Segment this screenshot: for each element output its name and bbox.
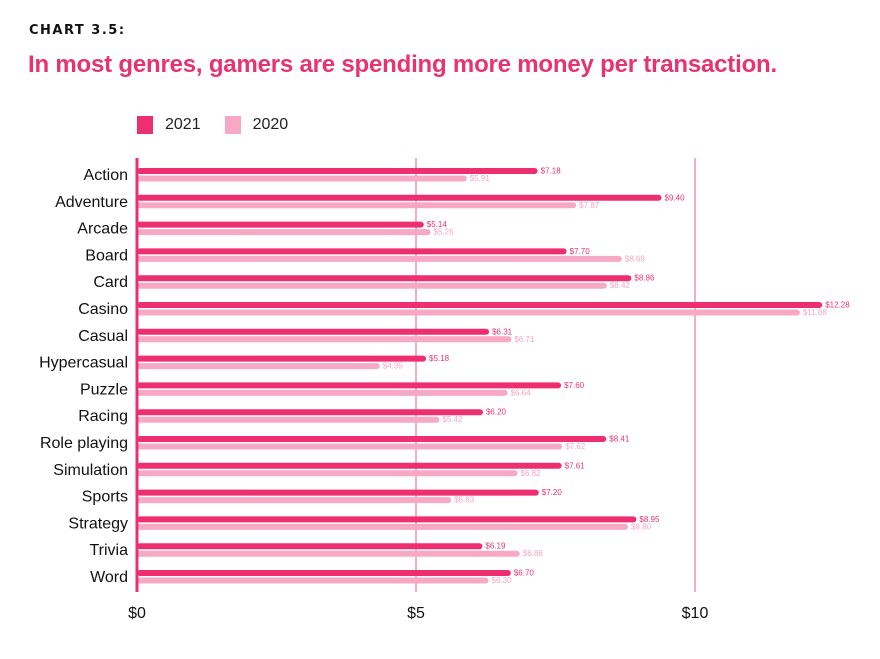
bar-2021 <box>137 516 637 523</box>
bar-2021 <box>137 543 483 550</box>
bar-2021 <box>137 328 490 335</box>
bar-2020 <box>137 202 577 209</box>
bar-2020 <box>137 497 452 504</box>
category-label: Simulation <box>53 462 128 479</box>
data-label-2021: $7.70 <box>570 247 591 256</box>
legend-item-2021: 2021 <box>137 116 201 134</box>
data-label-2020: $6.64 <box>511 388 532 397</box>
data-label-2020: $5.26 <box>434 228 455 237</box>
x-tick-label: $0 <box>128 605 146 622</box>
data-label-2021: $7.18 <box>541 167 562 176</box>
bar-2021 <box>137 302 823 308</box>
category-label: Adventure <box>55 194 128 211</box>
category-label: Board <box>85 247 128 264</box>
data-label-2020: $5.91 <box>470 174 491 183</box>
bar-2021 <box>137 462 562 469</box>
bar-2020 <box>137 229 431 236</box>
data-label-2020: $6.71 <box>514 335 535 344</box>
category-label: Arcade <box>77 221 128 238</box>
bar-2020 <box>137 363 380 370</box>
bar-2020 <box>137 416 440 423</box>
bar-2020 <box>137 523 629 530</box>
data-label-2020: $6.82 <box>521 469 542 478</box>
data-label-2020: $8.80 <box>631 522 652 531</box>
bar-2020 <box>137 550 520 557</box>
category-label: Word <box>90 569 128 586</box>
bar-2021 <box>137 382 562 389</box>
data-label-2021: $8.86 <box>634 274 655 283</box>
category-label: Action <box>84 167 128 184</box>
x-tick-label: $10 <box>682 605 709 622</box>
bar-2021 <box>137 436 607 442</box>
category-label: Casual <box>78 328 128 345</box>
data-label-2020: $6.86 <box>523 549 544 558</box>
chart-title: In most genres, gamers are spending more… <box>28 51 777 78</box>
legend-swatch-2021 <box>137 116 153 134</box>
category-label: Racing <box>78 408 128 425</box>
bar-2021 <box>137 221 424 228</box>
bar-2021 <box>137 248 567 255</box>
bar-2021 <box>137 489 539 496</box>
bar-2020 <box>137 282 607 289</box>
legend-swatch-2020 <box>224 116 241 134</box>
data-label-2021: $7.20 <box>542 488 563 497</box>
bar-2021 <box>137 168 538 174</box>
data-label-2020: $5.42 <box>442 415 463 424</box>
data-label-2021: $8.95 <box>639 515 660 524</box>
category-label: Card <box>93 274 128 291</box>
bar-2020 <box>137 470 518 477</box>
legend: 2021 2020 <box>137 116 312 134</box>
data-label-2020: $8.42 <box>610 281 631 290</box>
legend-label-2020: 2020 <box>252 116 289 133</box>
data-label-2021: $6.20 <box>486 408 507 417</box>
bar-2020 <box>137 309 800 316</box>
category-label: Strategy <box>68 515 128 532</box>
bar-2020 <box>137 443 563 450</box>
data-label-2021: $8.41 <box>609 435 630 444</box>
data-label-2021: $5.14 <box>427 220 448 229</box>
bar-2021 <box>137 355 427 362</box>
data-label-2020: $11.88 <box>803 308 827 317</box>
data-label-2021: $6.31 <box>492 327 513 336</box>
legend-label-2021: 2021 <box>165 116 201 133</box>
bar-2020 <box>137 255 622 262</box>
category-label: Role playing <box>40 435 128 452</box>
category-label: Sports <box>82 489 128 506</box>
category-label: Puzzle <box>80 381 128 398</box>
bar-2020 <box>137 577 489 584</box>
data-label-2021: $7.61 <box>565 461 586 470</box>
data-label-2021: $12.28 <box>825 301 850 310</box>
data-label-2021: $7.60 <box>564 381 585 390</box>
chart-kicker: CHART 3.5: <box>29 23 126 38</box>
x-tick-label: $5 <box>407 605 425 622</box>
legend-item-2020: 2020 <box>224 116 289 134</box>
data-label-2021: $6.19 <box>485 542 506 551</box>
bar-2021 <box>137 194 662 201</box>
data-label-2021: $6.70 <box>514 569 535 578</box>
category-label: Hypercasual <box>39 355 128 372</box>
data-label-2020: $8.69 <box>625 254 646 263</box>
bar-2020 <box>137 389 508 396</box>
data-label-2021: $5.18 <box>429 354 450 363</box>
bar-2021 <box>137 570 511 576</box>
bar-2021 <box>137 275 632 282</box>
data-label-2020: $7.87 <box>579 201 600 210</box>
data-label-2020: $7.62 <box>565 442 586 451</box>
data-label-2020: $4.35 <box>383 362 404 371</box>
bar-2021 <box>137 409 483 416</box>
category-label: Trivia <box>89 542 128 559</box>
data-label-2021: $9.40 <box>665 193 686 202</box>
bar-2020 <box>137 175 467 182</box>
data-label-2020: $5.63 <box>454 496 475 505</box>
category-label: Casino <box>78 301 128 318</box>
bar-2020 <box>137 336 512 343</box>
data-label-2020: $6.30 <box>492 576 513 585</box>
